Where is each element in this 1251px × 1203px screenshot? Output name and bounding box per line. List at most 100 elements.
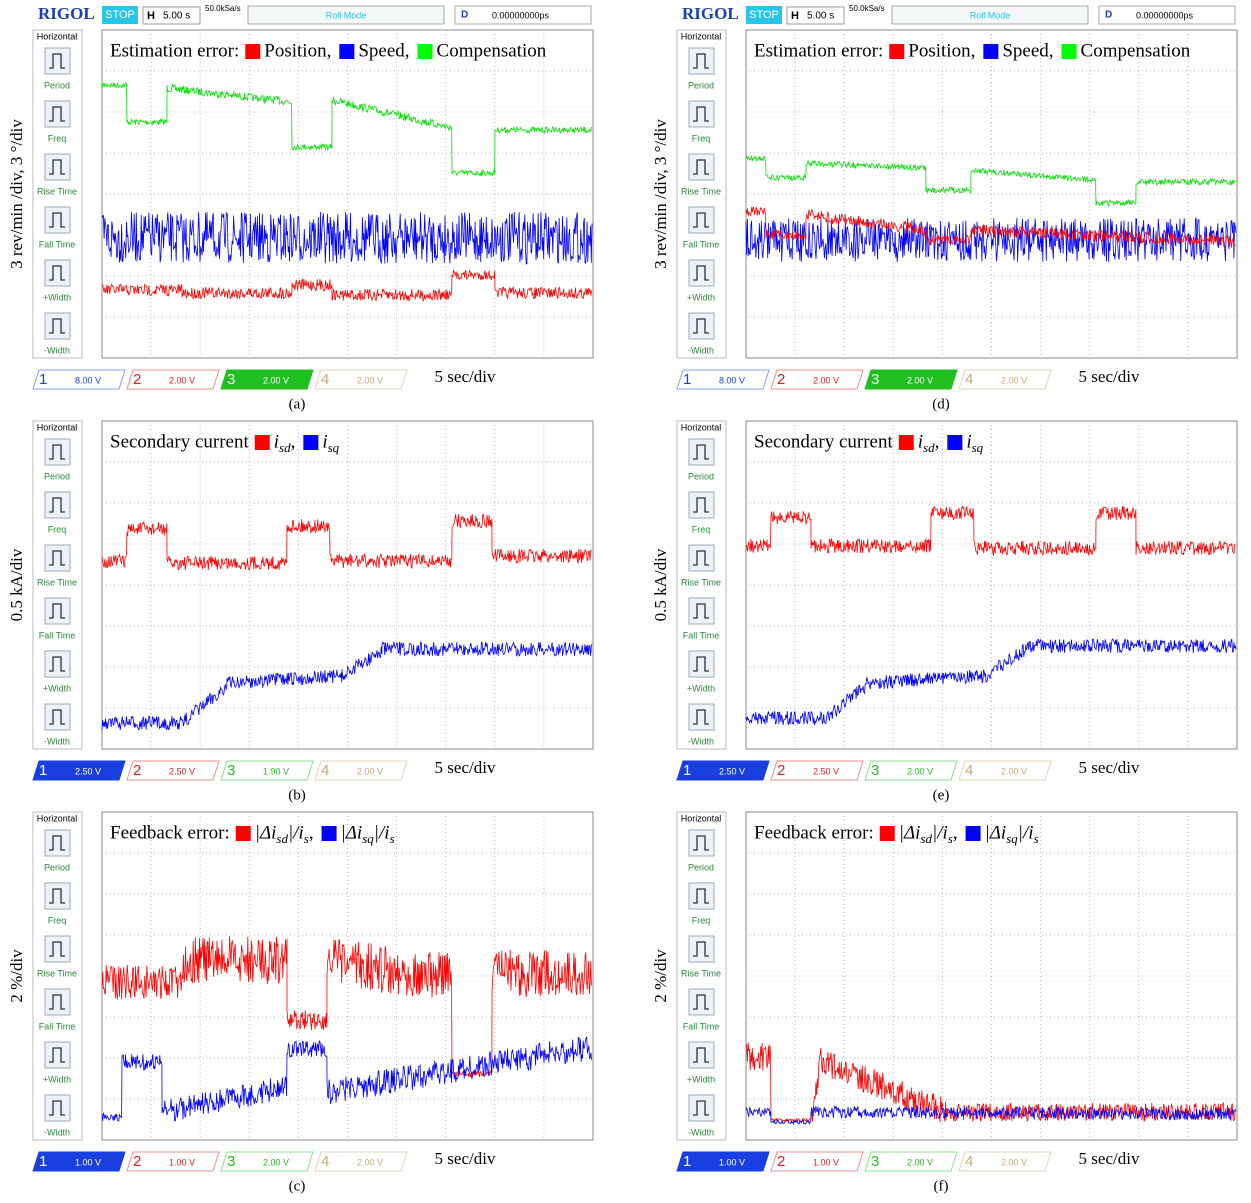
- legend-swatch: [880, 826, 895, 841]
- channel-volts: 2.50 V: [813, 766, 839, 776]
- y-label: 3 rev/min /div, 3 °/div: [7, 119, 26, 269]
- menu-icon: [45, 883, 70, 909]
- panel: HorizontalPeriodFreqRise TimeFall Time+W…: [651, 421, 1237, 803]
- menu-item: Freq: [692, 133, 711, 143]
- channel-number: 3: [227, 762, 235, 779]
- menu-title: Horizontal: [37, 31, 78, 41]
- legend-text: ,: [935, 431, 940, 452]
- channel-volts: 2.00 V: [1001, 1157, 1027, 1167]
- legend-swatch: [236, 826, 251, 841]
- menu-icon: [689, 492, 714, 518]
- menu-item: +Width: [687, 292, 715, 302]
- channel-volts: 2.50 V: [169, 766, 195, 776]
- channel-volts: 1.00 V: [813, 1157, 839, 1167]
- menu-item: Fall Time: [39, 630, 76, 640]
- legend-sub: sd: [920, 831, 932, 846]
- timebase: 5.00 s: [807, 11, 834, 22]
- menu-icon: [45, 439, 70, 465]
- channel-number: 3: [871, 371, 879, 388]
- status: STOP: [105, 9, 135, 21]
- legend-text: |Δi: [985, 822, 1007, 843]
- menu-icon: [689, 48, 714, 74]
- menu-icon: [45, 989, 70, 1015]
- channel-volts: 1.00 V: [75, 1157, 101, 1167]
- menu-item: Rise Time: [681, 577, 721, 587]
- menu-item: Fall Time: [39, 1021, 76, 1031]
- menu-icon: [45, 651, 70, 677]
- channel-number: 4: [965, 371, 973, 388]
- legend-text: |/i: [288, 822, 304, 843]
- channel-number: 4: [965, 1153, 973, 1170]
- channel-number: 4: [321, 1153, 329, 1170]
- menu-icon: [689, 154, 714, 180]
- channel-number: 2: [777, 1153, 785, 1170]
- menu-icon: [689, 260, 714, 286]
- legend-swatch: [339, 44, 354, 59]
- caption: (a): [289, 396, 306, 412]
- legend-sub: sq: [1006, 831, 1018, 846]
- legend-text: Speed,: [1002, 40, 1053, 61]
- y-label: 0.5 kA/div: [651, 548, 670, 621]
- channel-volts: 2.00 V: [1001, 375, 1027, 385]
- legend-swatch: [255, 435, 270, 450]
- menu-icon: [45, 1095, 70, 1121]
- legend-text: ,: [953, 822, 958, 843]
- menu-item: Freq: [692, 915, 711, 925]
- menu-icon: [45, 936, 70, 962]
- legend-sub: sq: [362, 831, 374, 846]
- menu-item: +Width: [43, 1074, 71, 1084]
- legend-prefix: Secondary current: [754, 431, 893, 452]
- menu-icon: [45, 545, 70, 571]
- channel-number: 2: [133, 762, 141, 779]
- menu-icon: [689, 545, 714, 571]
- legend-swatch: [245, 44, 260, 59]
- menu-icon: [689, 651, 714, 677]
- menu-item: Rise Time: [681, 968, 721, 978]
- menu-item: -Width: [44, 1127, 70, 1137]
- menu-title: Horizontal: [37, 422, 78, 432]
- legend-swatch: [889, 44, 904, 59]
- menu-icon: [45, 48, 70, 74]
- menu-icon: [689, 207, 714, 233]
- menu-icon: [689, 439, 714, 465]
- menu-icon: [45, 492, 70, 518]
- menu-item: Period: [44, 471, 70, 481]
- menu-item: Fall Time: [683, 1021, 720, 1031]
- menu-item: Freq: [48, 133, 67, 143]
- menu-icon: [45, 1042, 70, 1068]
- legend-sub: sd: [279, 440, 291, 455]
- menu-icon: [45, 101, 70, 127]
- menu-item: Period: [44, 80, 70, 90]
- mode: Roll Mode: [970, 10, 1011, 20]
- timebase: 5.00 s: [163, 11, 190, 22]
- menu-icon: [45, 260, 70, 286]
- menu-item: Period: [44, 862, 70, 872]
- menu-item: Fall Time: [39, 239, 76, 249]
- channel-number: 2: [777, 762, 785, 779]
- menu-title: Horizontal: [37, 813, 78, 823]
- timescale: 5 sec/div: [1079, 367, 1140, 386]
- legend-prefix: Feedback error:: [110, 822, 230, 843]
- menu-item: Period: [688, 862, 714, 872]
- menu-icon: [45, 704, 70, 730]
- menu-title: Horizontal: [681, 422, 722, 432]
- channel-volts: 2.00 V: [907, 1157, 933, 1167]
- channel-number: 3: [871, 762, 879, 779]
- menu-icon: [689, 313, 714, 339]
- brand: RIGOL: [682, 4, 739, 23]
- legend-text: |Δi: [341, 822, 363, 843]
- panel: HorizontalPeriodFreqRise TimeFall Time+W…: [7, 421, 593, 803]
- legend-swatch: [947, 435, 962, 450]
- channel-number: 1: [683, 371, 691, 388]
- timescale: 5 sec/div: [1079, 1149, 1140, 1168]
- timescale: 5 sec/div: [1079, 758, 1140, 777]
- menu-item: +Width: [687, 1074, 715, 1084]
- legend-swatch: [899, 435, 914, 450]
- channel-number: 2: [133, 371, 141, 388]
- caption: (f): [934, 1178, 949, 1194]
- menu-icon: [689, 1042, 714, 1068]
- menu-title: Horizontal: [681, 31, 722, 41]
- panel: HorizontalPeriodFreqRise TimeFall Time+W…: [7, 812, 593, 1194]
- menu-icon: [689, 830, 714, 856]
